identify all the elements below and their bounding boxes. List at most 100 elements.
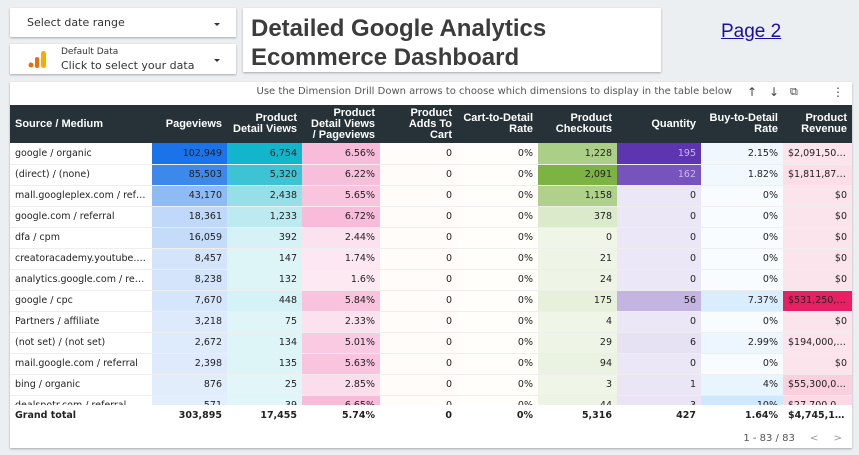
column-header[interactable]: Pageviews — [152, 105, 227, 143]
table-cell: 6.72% — [302, 206, 380, 228]
table-cell: 6.56% — [302, 143, 380, 165]
table-cell: (not set) / (not set) — [10, 332, 152, 354]
table-cell: 0 — [617, 353, 701, 375]
table-cell: 0 — [380, 206, 457, 228]
table-cell: 75 — [227, 311, 302, 333]
table-cell: 2,091 — [538, 164, 617, 186]
table-cell: bing / organic — [10, 374, 152, 396]
table-cell: 0 — [380, 185, 457, 207]
table-cell: 0% — [457, 395, 538, 405]
table-cell: 0% — [457, 164, 538, 186]
total-cell: Grand total — [10, 405, 152, 426]
table-cell: 0% — [457, 290, 538, 312]
table-cell: 3,218 — [152, 311, 227, 333]
total-cell: 1.64% — [701, 405, 783, 426]
table-row[interactable]: google / organic 102,949 6,754 6.56% 0 0% 1,22… — [10, 143, 852, 165]
table-cell: $2,091,500,... — [783, 143, 852, 165]
table-cell: 195 — [617, 143, 701, 165]
column-header[interactable]: Buy-to-Detail Rate — [701, 105, 783, 143]
table-cell: 0 — [617, 311, 701, 333]
table-cell: 0% — [701, 227, 783, 249]
table-row[interactable]: Partners / affiliate 3,218 75 2.33% 0 0% 4 0 0% $… — [10, 311, 852, 333]
column-header[interactable]: Source / Medium — [10, 105, 152, 143]
table-cell: 2.44% — [302, 227, 380, 249]
column-header[interactable]: Product Revenue — [783, 105, 852, 143]
page-title: Detailed Google Analytics Ecommerce Dash… — [243, 8, 661, 72]
column-header[interactable]: Product Detail Views / Pageviews — [302, 105, 380, 143]
table-cell: 1.6% — [302, 269, 380, 291]
total-cell: $4,745,120,... — [783, 405, 852, 426]
table-cell: 0% — [701, 353, 783, 375]
analytics-logo-icon — [28, 51, 46, 68]
table-cell: 0% — [701, 206, 783, 228]
table-cell: 1.82% — [701, 164, 783, 186]
column-header[interactable]: Product Checkouts — [538, 105, 617, 143]
table-cell: 6.65% — [302, 395, 380, 405]
table-row[interactable]: (not set) / (not set) 2,672 134 5.01% 0 0% 29 6… — [10, 332, 852, 354]
drill-down-icon[interactable]: ↓ — [769, 85, 780, 99]
table-cell: $27,700,000 — [783, 395, 852, 405]
column-header[interactable]: Quantity — [617, 105, 701, 143]
table-cell: 4 — [538, 311, 617, 333]
table-cell: 7,670 — [152, 290, 227, 312]
table-cell: 1,233 — [227, 206, 302, 228]
table-cell: google / organic — [10, 143, 152, 165]
column-header[interactable]: Cart-to-Detail Rate — [457, 105, 538, 143]
table-cell: 16,059 — [152, 227, 227, 249]
table-row[interactable]: bing / organic 876 25 2.85% 0 0% 3 1 4% $55,300,0… — [10, 374, 852, 396]
table-cell: 2.15% — [701, 143, 783, 165]
table-cell: $1,811,870,0... — [783, 164, 852, 186]
table-cell: 8,457 — [152, 248, 227, 270]
table-cell: 0 — [617, 269, 701, 291]
table-cell: 0 — [538, 227, 617, 249]
table-cell: 1,158 — [538, 185, 617, 207]
column-header[interactable]: Product Adds To Cart — [380, 105, 457, 143]
table-cell: 0% — [457, 311, 538, 333]
table-row[interactable]: creatoracademy.youtube.co... 8,457 147 1.74… — [10, 248, 852, 270]
table-cell: $0 — [783, 248, 852, 270]
table-cell: 0% — [701, 269, 783, 291]
table-cell: 39 — [227, 395, 302, 405]
table-cell: 0% — [457, 353, 538, 375]
table-cell: 0% — [457, 206, 538, 228]
table-cell: dealspotr.com / referral — [10, 395, 152, 405]
chart-options-icon[interactable]: ⧉ — [790, 85, 798, 98]
table-cell: 134 — [227, 332, 302, 354]
date-range-picker[interactable]: Select date range — [10, 8, 236, 37]
table-cell: google.com / referral — [10, 206, 152, 228]
data-source-title: Default Data — [61, 47, 119, 57]
table-row[interactable]: mall.googleplex.com / referral 43,170 2,43… — [10, 185, 852, 207]
table-cell: $0 — [783, 311, 852, 333]
table-cell: 5.84% — [302, 290, 380, 312]
table-cell: 44 — [538, 395, 617, 405]
table-cell: 162 — [617, 164, 701, 186]
table-cell: 0 — [380, 164, 457, 186]
total-cell: 17,455 — [227, 405, 302, 426]
table-cell: creatoracademy.youtube.co... — [10, 248, 152, 270]
table-cell: 0% — [701, 311, 783, 333]
table-cell: analytics.google.com / referr... — [10, 269, 152, 291]
table-cell: 0 — [617, 185, 701, 207]
table-row[interactable]: dfa / cpm 16,059 392 2.44% 0 0% 0 0 0% $0 — [10, 227, 852, 249]
prev-page-button[interactable]: < — [810, 433, 819, 444]
table-row[interactable]: mail.google.com / referral 2,398 135 5.63% 0… — [10, 353, 852, 375]
column-header[interactable]: Product Detail Views — [227, 105, 302, 143]
table-cell: $55,300,000 — [783, 374, 852, 396]
total-cell: 0% — [457, 405, 538, 426]
drill-up-icon[interactable]: ↑ — [747, 85, 758, 99]
table-cell: 0 — [380, 143, 457, 165]
table-cell: 2,672 — [152, 332, 227, 354]
table-row[interactable]: google.com / referral 18,361 1,233 6.72% 0 0%… — [10, 206, 852, 228]
table-header: Source / Medium Pageviews Product Detail V… — [10, 105, 852, 143]
table-row[interactable]: analytics.google.com / referr... 8,238 132… — [10, 269, 852, 291]
page-2-link[interactable]: Page 2 — [721, 21, 782, 42]
table-cell: 0% — [457, 143, 538, 165]
table-cell: mail.google.com / referral — [10, 353, 152, 375]
table-row[interactable]: dealspotr.com / referral571396.65%00%443… — [10, 395, 852, 405]
next-page-button[interactable]: > — [833, 433, 842, 444]
more-options-icon[interactable]: ⋮ — [832, 85, 844, 99]
table-row[interactable]: google / cpc 7,670 448 5.84% 0 0% 175 56 7.37% $5… — [10, 290, 852, 312]
data-source-selector[interactable]: Default Data Click to select your data — [10, 44, 236, 74]
table-body-scroll[interactable]: google / organic 102,949 6,754 6.56% 0 0% 1,22… — [10, 143, 852, 405]
table-row[interactable]: (direct) / (none) 85,503 5,320 6.22% 0 0% 2,09… — [10, 164, 852, 186]
